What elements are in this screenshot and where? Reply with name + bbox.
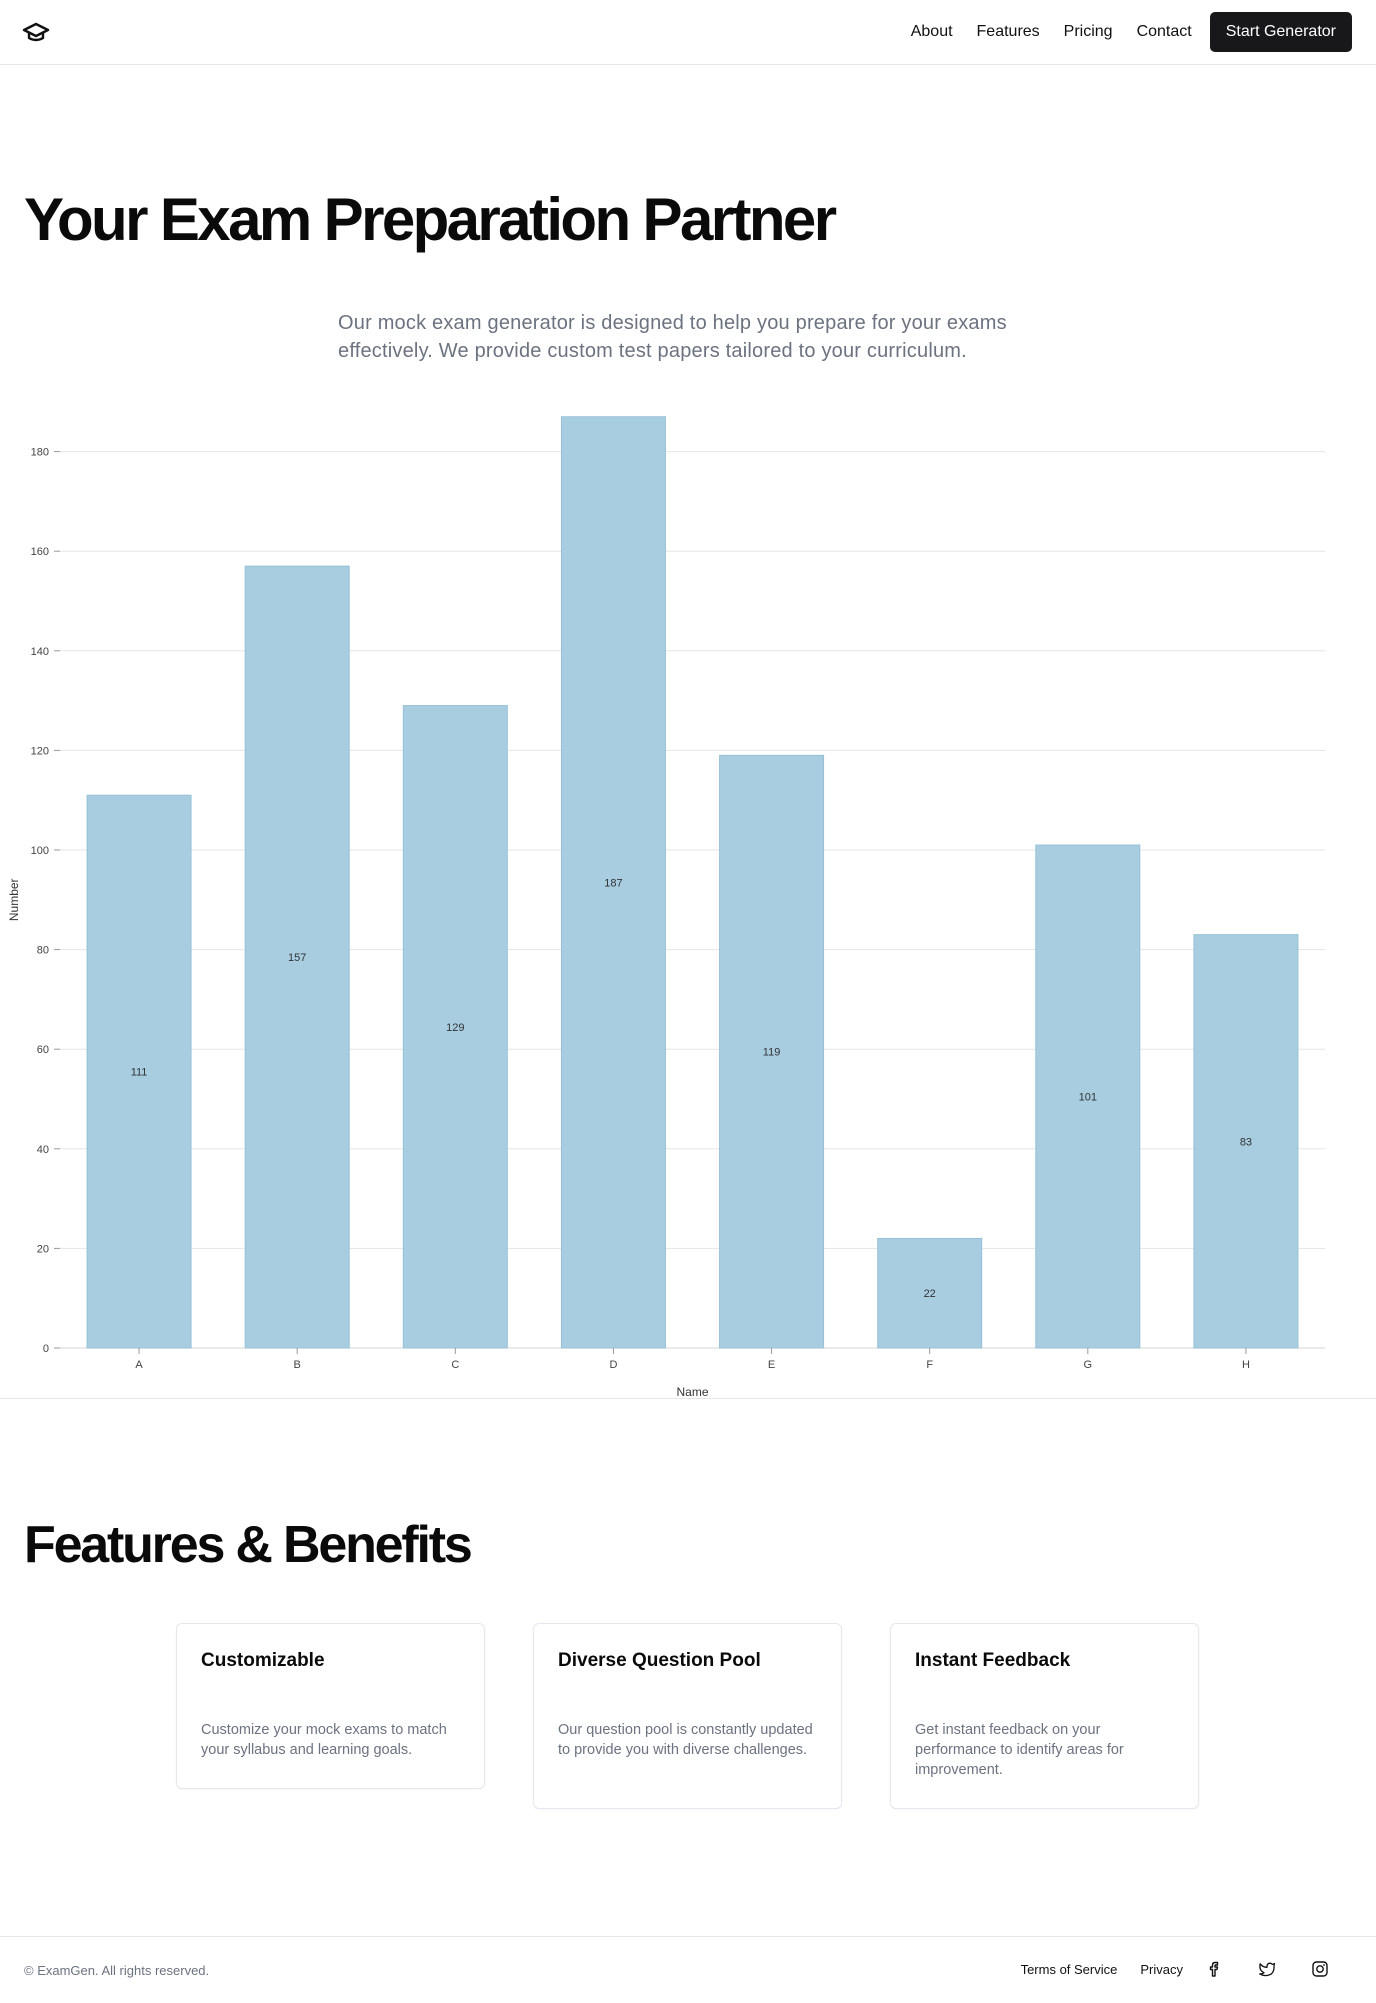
feature-card-title: Instant Feedback [915,1650,1071,1671]
feature-card-text: Our question pool is constantly updated … [558,1722,813,1758]
features-title: Features & Benefits [24,1516,473,1574]
data-label: 83 [1240,1136,1252,1148]
bar [1193,934,1299,1349]
y-axis-label: Number [7,878,21,921]
y-tick-label: 40 [37,1144,49,1156]
data-label: 119 [763,1047,781,1059]
privacy-link[interactable]: Privacy [1140,1961,1183,1977]
bar [719,754,825,1349]
bar [86,794,192,1349]
graduation-cap-icon[interactable] [22,20,50,44]
feature-card-title: Diverse Question Pool [558,1650,761,1671]
y-tick-label: 100 [31,845,49,857]
bar [560,416,666,1349]
data-label: 101 [1079,1092,1097,1104]
feature-card-text: Get instant feedback on your performance… [915,1722,1124,1778]
instagram-icon[interactable] [1311,1960,1329,1978]
x-tick-label: C [451,1359,459,1371]
main-nav: About Features Pricing Contact Start Gen… [911,12,1352,52]
feature-card-customizable: Customizable Customize your mock exams t… [176,1623,485,1789]
y-tick-label: 140 [31,646,49,658]
hero-title: Your Exam Preparation Partner [24,186,837,253]
section-divider [0,1398,1376,1399]
y-tick-label: 20 [37,1243,49,1255]
start-generator-button[interactable]: Start Generator [1209,12,1352,52]
data-label: 22 [924,1288,936,1300]
x-tick-label: B [294,1359,301,1371]
copyright-text: © ExamGen. All rights reserved. [24,1963,210,1978]
site-footer: © ExamGen. All rights reserved. Terms of… [0,1936,1376,2003]
feature-card-instant-feedback: Instant Feedback Get instant feedback on… [890,1623,1199,1809]
x-tick-label: E [768,1359,775,1371]
x-tick-label: H [1242,1359,1250,1371]
x-tick-label: A [135,1359,143,1371]
nav-contact[interactable]: Contact [1136,23,1192,40]
footer-links: Terms of Service Privacy [1021,1958,1352,1980]
bar [244,565,350,1349]
nav-features[interactable]: Features [976,23,1040,40]
y-tick-label: 0 [43,1343,49,1355]
x-tick-label: F [926,1359,933,1371]
y-tick-label: 160 [31,546,49,558]
terms-link[interactable]: Terms of Service [1020,1961,1118,1977]
data-label: 111 [131,1067,148,1079]
y-tick-label: 60 [37,1044,49,1056]
bar-chart: 0 20 40 60 80 100 120 140 160 180 111 A 157 B 129 C 187 D… [0,405,1376,1400]
y-tick-label: 80 [37,945,49,957]
site-header: About Features Pricing Contact Start Gen… [0,0,1376,65]
hero-subtitle: Our mock exam generator is designed to h… [338,312,1007,362]
x-axis-label: Name [676,1385,708,1399]
chart-svg: 0 20 40 60 80 100 120 140 160 180 111 A 157 B 129 C 187 D… [7,416,1325,1399]
data-label: 129 [446,1022,464,1034]
feature-card-question-pool: Diverse Question Pool Our question pool … [533,1623,842,1809]
bar [1035,844,1141,1349]
y-tick-label: 120 [31,745,49,757]
bar [877,1237,983,1349]
y-tick-label: 180 [31,447,49,459]
feature-card-text: Customize your mock exams to match your … [201,1722,447,1758]
x-tick-label: G [1084,1359,1093,1371]
nav-pricing[interactable]: Pricing [1063,23,1113,40]
data-label: 187 [604,877,622,889]
bar [402,705,508,1349]
twitter-icon[interactable] [1258,1960,1276,1978]
nav-about[interactable]: About [910,23,953,40]
x-tick-label: D [609,1359,617,1371]
data-label: 157 [288,952,306,964]
feature-card-title: Customizable [201,1650,325,1671]
facebook-icon[interactable] [1205,1960,1223,1978]
